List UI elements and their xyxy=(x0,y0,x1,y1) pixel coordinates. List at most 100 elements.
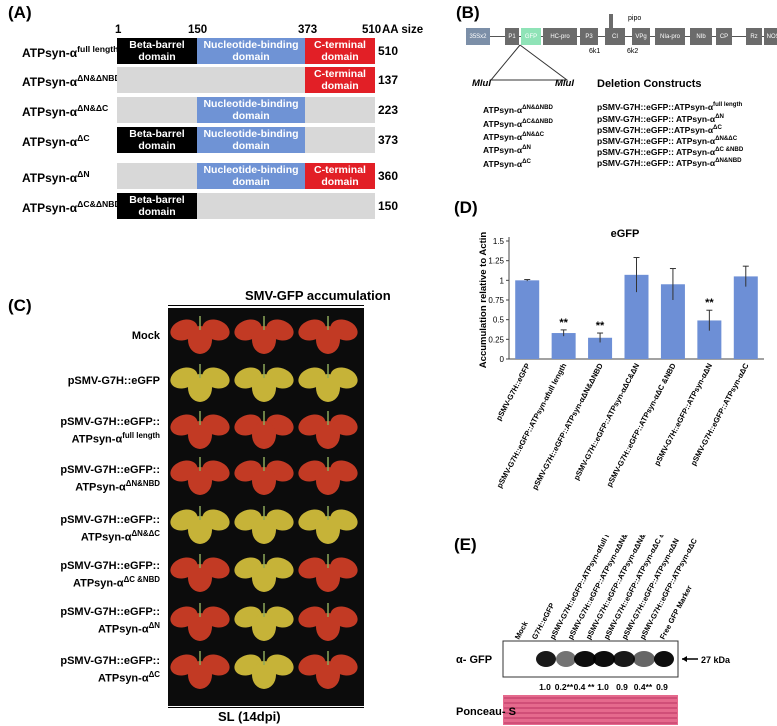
leaflet-center xyxy=(252,374,276,402)
domain-row-label: ATPsyn-αΔN xyxy=(22,169,90,185)
x-tick-label: pSMV-G7H::eGFP::ATPsyn-αΔC &NBD xyxy=(605,361,678,488)
gfp-band xyxy=(556,651,576,667)
size-arrowhead xyxy=(682,656,687,662)
trifoliate-leaf xyxy=(170,316,230,354)
construct-superscript: ΔN xyxy=(715,113,724,120)
treatment-label: pSMV-G7H::eGFP:: ATPsyn-αΔN xyxy=(10,606,160,637)
trifoliate-leaf xyxy=(234,364,294,402)
panel-c-title: SMV-GFP accumulation xyxy=(245,288,391,303)
construct-name: ATPsyn-α xyxy=(483,144,523,155)
quantification-value: 0.9 xyxy=(616,682,628,692)
domain-row-label: ATPsyn-αΔN&ΔC xyxy=(22,103,108,119)
construct-name: pSMV-G7H::eGFP::ATPsyn-α xyxy=(597,124,714,135)
treatment-line-1: Mock xyxy=(131,330,160,342)
treatment-label: pSMV-G7H::eGFP:: ATPsyn-αΔC &NBD xyxy=(10,560,160,591)
y-tick-label: 1 xyxy=(500,276,505,285)
trifoliate-leaf xyxy=(298,457,358,495)
mlui-left-label: MluI xyxy=(472,78,491,89)
x-tick-label: pSMV-G7H::eGFP xyxy=(494,362,532,422)
chart-title: eGFP xyxy=(611,228,640,240)
construct-name: ATPsyn-α xyxy=(22,46,78,60)
deletion-construct-short: ATPsyn-αΔC&ΔNBD xyxy=(483,118,553,129)
construct-name: ATPsyn-α xyxy=(22,75,78,89)
deletion-construct-short: ATPsyn-αΔC xyxy=(483,158,531,169)
genome-block-35sx2: 35Sx2 xyxy=(466,28,490,45)
lane-label: Mock xyxy=(513,619,530,641)
cterm-domain-block: C-terminal domain xyxy=(305,163,375,189)
gfp-band xyxy=(574,651,596,667)
construct-superscript: ΔC xyxy=(77,133,90,143)
cterm-domain-block: C-terminal domain xyxy=(305,38,375,64)
leaflet-center xyxy=(252,326,276,354)
y-tick-label: 0.25 xyxy=(488,335,504,344)
nbd-domain-block: Nucleotide-binding domain xyxy=(197,38,305,64)
quantification-value: 0.4 ** xyxy=(574,682,595,692)
trifoliate-leaf xyxy=(298,364,358,402)
trifoliate-leaf xyxy=(234,411,294,449)
construct-name: ATPsyn-α xyxy=(483,158,523,169)
quantification-value: 1.0 xyxy=(539,682,551,692)
trifoliate-leaf xyxy=(170,364,230,402)
gfp-band xyxy=(536,651,556,667)
ponceau-stain xyxy=(503,695,678,725)
treatment-line-2: ATPsyn-αΔN xyxy=(10,619,160,637)
treatment-label: pSMV-G7H::eGFP:: ATPsyn-αΔN&ΔC xyxy=(10,514,160,545)
treatment-line-1: pSMV-G7H::eGFP:: xyxy=(60,514,160,526)
gfp-band xyxy=(633,651,655,667)
panel-b-label: (B) xyxy=(456,3,480,22)
domain-row-label: ATPsyn-αΔC&ΔNBD xyxy=(22,199,121,215)
aa-position: 373 xyxy=(298,24,318,36)
aa-size: 360 xyxy=(378,169,399,183)
construct-superscript: full length xyxy=(122,431,160,440)
aa-size-header: AA size xyxy=(382,24,424,36)
leaflet-center xyxy=(188,421,212,449)
construct-name: ATPsyn-α xyxy=(22,105,78,119)
construct-superscript: ΔC xyxy=(522,158,531,165)
leaflet-center xyxy=(252,564,276,592)
construct-superscript: ΔN&ΔNBD xyxy=(77,73,121,83)
construct-superscript: ΔN&NBD xyxy=(715,157,742,164)
panel-a-label: (A) xyxy=(8,3,32,22)
construct-superscript: ΔN&ΔC xyxy=(77,103,109,113)
pipo-label: pipo xyxy=(628,15,642,22)
deleted-region xyxy=(117,97,197,123)
trifoliate-leaf xyxy=(298,554,358,592)
construct-superscript: ΔN&ΔC xyxy=(715,135,738,142)
construct-name: ATPsyn-α xyxy=(483,131,523,142)
size-marker-label: 27 kDa xyxy=(701,655,731,665)
aa-size: 150 xyxy=(378,199,399,213)
construct-name: ATPsyn-α xyxy=(72,577,124,590)
construct-superscript: full length xyxy=(713,101,743,108)
leaflet-center xyxy=(188,613,212,641)
panel-c-title-rule xyxy=(168,305,364,306)
deletion-construct-short: ATPsyn-αΔN xyxy=(483,144,531,155)
aa-position: 1 xyxy=(115,24,122,36)
deleted-region xyxy=(305,193,375,219)
deletion-construct-short: ATPsyn-αΔN&ΔNBD xyxy=(483,104,553,115)
treatment-line-2: ATPsyn-αΔC xyxy=(10,668,160,686)
aa-size: 373 xyxy=(378,133,399,147)
construct-name: ATPsyn-α xyxy=(98,623,149,636)
treatment-line-2: ATPsyn-αΔN&ΔC xyxy=(10,527,160,545)
leaflet-center xyxy=(316,564,340,592)
deleted-region xyxy=(305,97,375,123)
construct-superscript: ΔN&ΔC xyxy=(131,529,161,538)
genome-block-nost: NOSt xyxy=(764,28,777,45)
leaflet-center xyxy=(188,467,212,495)
bar xyxy=(588,337,613,359)
insertion-triangle xyxy=(489,44,569,81)
mlui-right-label: MluI xyxy=(555,78,574,89)
construct-name: pSMV-G7H::eGFP:: ATPsyn-α xyxy=(597,146,716,157)
panel-d-label: (D) xyxy=(454,198,478,217)
deletion-construct-full: pSMV-G7H::eGFP::ATPsyn-αΔC xyxy=(597,124,722,135)
panel-c-footer-rule xyxy=(168,707,364,708)
panel-c-label: (C) xyxy=(8,296,32,315)
6k1-label: 6k1 xyxy=(589,48,601,55)
blot-antibody-label: α- GFP xyxy=(456,654,492,666)
aa-size: 510 xyxy=(378,44,399,58)
construct-superscript: ΔN&ΔC xyxy=(522,131,545,138)
construct-name: pSMV-G7H::eGFP:: ATPsyn-α xyxy=(597,157,716,168)
quantification-value: 0.2** xyxy=(555,682,574,692)
x-tick-label: pSMV-G7H::eGFP::ATPsyn-αΔN&ΔNBD xyxy=(530,361,605,491)
construct-superscript: ΔC xyxy=(148,670,160,679)
